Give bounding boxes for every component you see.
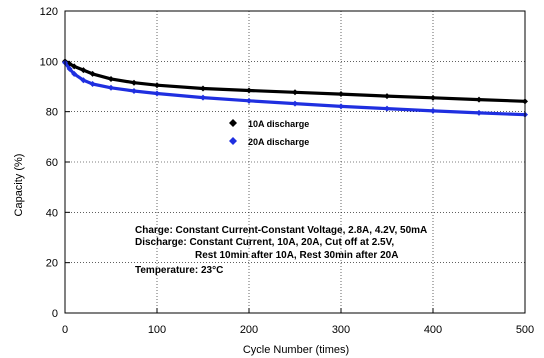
data-point-0: [89, 70, 96, 77]
legend: 10A discharge 20A discharge: [229, 119, 309, 147]
data-point-0: [154, 82, 160, 89]
legend-label-10a: 10A discharge: [248, 119, 309, 129]
y-tick-label: 120: [40, 6, 58, 18]
data-point-1: [338, 103, 344, 110]
x-tick-label: 0: [62, 324, 68, 336]
data-point-1: [246, 97, 252, 104]
data-point-0: [430, 94, 436, 101]
series-line-0: [64, 59, 526, 103]
data-point-1: [384, 105, 390, 112]
data-point-1: [108, 84, 114, 91]
annotation-discharge: Discharge: Constant Current, 10A, 20A, C…: [135, 237, 394, 248]
x-tick-label: 200: [240, 324, 258, 336]
data-point-1: [200, 94, 206, 101]
data-point-1: [89, 80, 96, 87]
data-point-1: [80, 77, 87, 84]
x-tick-label: 300: [332, 324, 350, 336]
data-point-0: [80, 67, 87, 74]
grid-lines: [65, 11, 525, 313]
y-tick-label: 60: [46, 157, 58, 169]
data-point-1: [430, 107, 436, 114]
x-tick-label: 500: [516, 324, 534, 336]
legend-marker-20a: [229, 137, 237, 145]
legend-label-20a: 20A discharge: [248, 137, 309, 147]
y-tick-label: 20: [46, 258, 58, 270]
series-line-1: [63, 61, 526, 117]
data-point-0: [71, 63, 78, 70]
data-point-1: [71, 70, 78, 77]
annotation-charge: Charge: Constant Current-Constant Voltag…: [135, 225, 427, 236]
data-point-0: [384, 93, 390, 100]
plot-frame: [64, 10, 526, 314]
annotation-temperature: Temperature: 23°C: [135, 265, 223, 276]
data-point-0: [200, 85, 206, 92]
y-tick-label: 80: [46, 107, 58, 119]
data-point-0: [131, 79, 137, 86]
y-axis-ticks: 0 20 40 60 80 100 120: [40, 6, 70, 320]
annotation-rest: Rest 10min after 10A, Rest 30min after 2…: [195, 250, 398, 261]
data-point-0: [292, 89, 298, 96]
data-point-1: [66, 65, 73, 72]
x-tick-label: 100: [148, 324, 166, 336]
x-axis-label: Cycle Number (times): [243, 344, 349, 356]
test-conditions: Charge: Constant Current-Constant Voltag…: [135, 225, 427, 276]
x-axis-ticks: 0 100 200 300 400 500: [62, 308, 534, 336]
data-point-1: [154, 90, 160, 97]
y-axis-label: Capacity (%): [13, 154, 25, 217]
y-tick-label: 100: [40, 56, 58, 68]
data-point-0: [108, 75, 114, 82]
data-point-0: [338, 91, 344, 98]
x-tick-label: 400: [424, 324, 442, 336]
legend-marker-10a: [229, 119, 237, 127]
data-point-0: [476, 96, 482, 103]
y-tick-label: 0: [52, 308, 58, 320]
y-tick-label: 40: [46, 207, 58, 219]
data-point-1: [131, 88, 137, 95]
data-point-0: [246, 87, 252, 94]
data-series: [62, 58, 528, 118]
data-point-1: [292, 100, 298, 107]
data-point-1: [476, 109, 482, 116]
